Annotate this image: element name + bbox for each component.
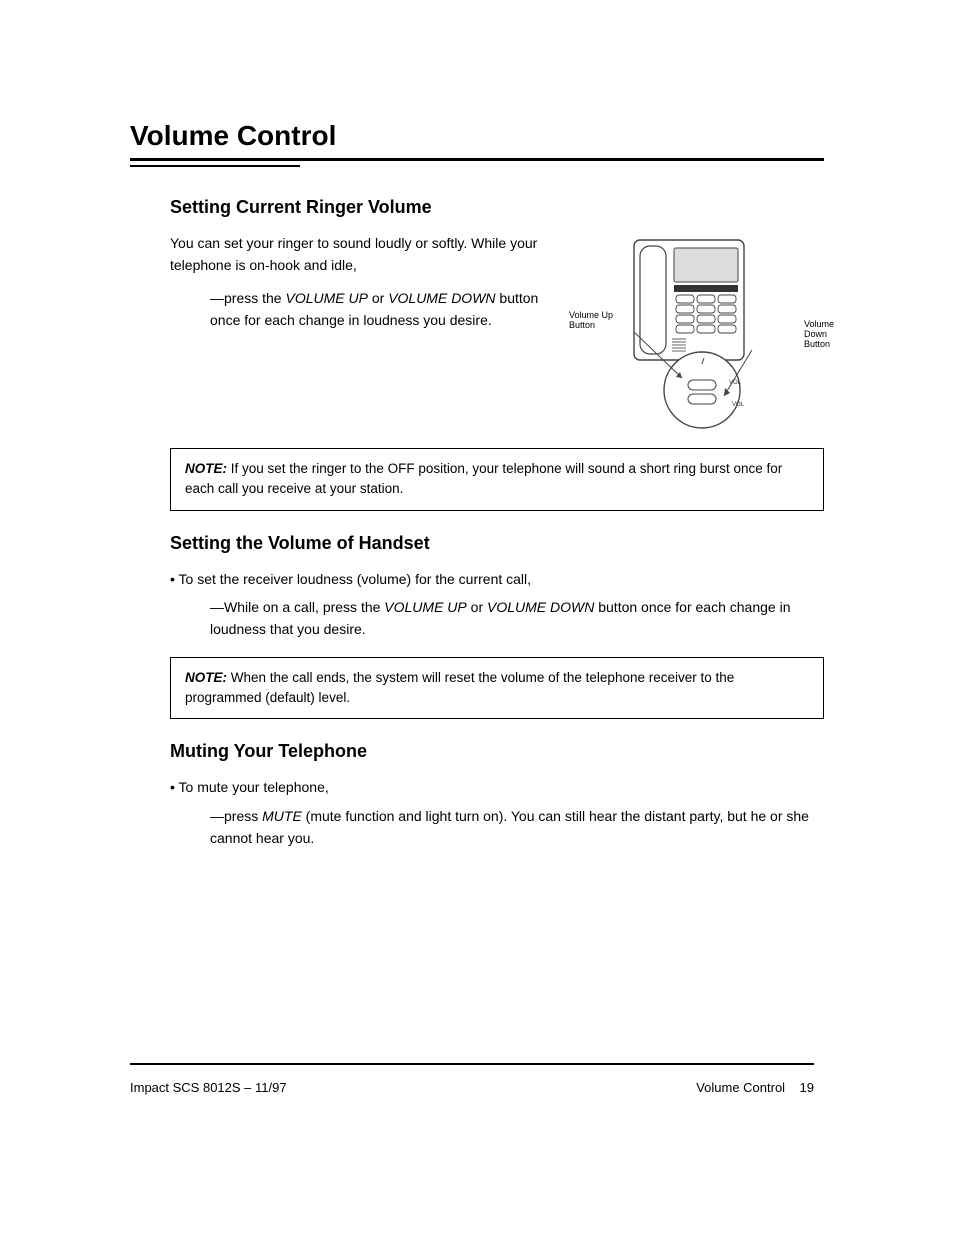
footer-left: Impact SCS 8012S – 11/97 [130,1080,287,1095]
footer-right: Volume Control 19 [696,1080,814,1095]
ringer-body-1: You can set your ringer to sound loudly … [170,232,556,277]
phone-svg: VOL VOL [574,232,784,432]
footer-right-label: Volume Control [696,1080,785,1095]
handset-step: • To set the receiver loudness (volume) … [170,568,824,641]
ringer-note: NOTE: If you set the ringer to the OFF p… [170,448,824,511]
subhead-ringer: Setting Current Ringer Volume [170,197,824,218]
subhead-mute: Muting Your Telephone [170,741,824,762]
handset-body: —While on a call, press the VOLUME UP or… [210,596,824,641]
handset-note: NOTE: When the call ends, the system wil… [170,657,824,720]
label-volume-down: Volume Down Button [804,320,852,350]
ringer-body-2: —press the VOLUME UP or VOLUME DOWN butt… [210,287,556,332]
svg-text:VOL: VOL [732,402,745,408]
footer-rule [130,1063,814,1065]
footer-page-number: 19 [800,1080,814,1095]
mute-step: • To mute your telephone, —press MUTE (m… [170,776,824,849]
rule-top-thin [130,165,300,167]
subhead-handset: Setting the Volume of Handset [170,533,824,554]
section-title: Volume Control [130,120,824,152]
rule-top-thick [130,158,824,161]
mute-bullet: • To mute your telephone, [170,776,824,798]
handset-bullet: • To set the receiver loudness (volume) … [170,568,824,590]
footer: Impact SCS 8012S – 11/97 Volume Control … [130,1080,814,1095]
device-figure: VOL VOL Volume Up Button Volume Down But… [574,232,824,432]
label-volume-up: Volume Up Button [569,311,621,331]
mute-body: —press MUTE (mute function and light tur… [210,805,824,850]
